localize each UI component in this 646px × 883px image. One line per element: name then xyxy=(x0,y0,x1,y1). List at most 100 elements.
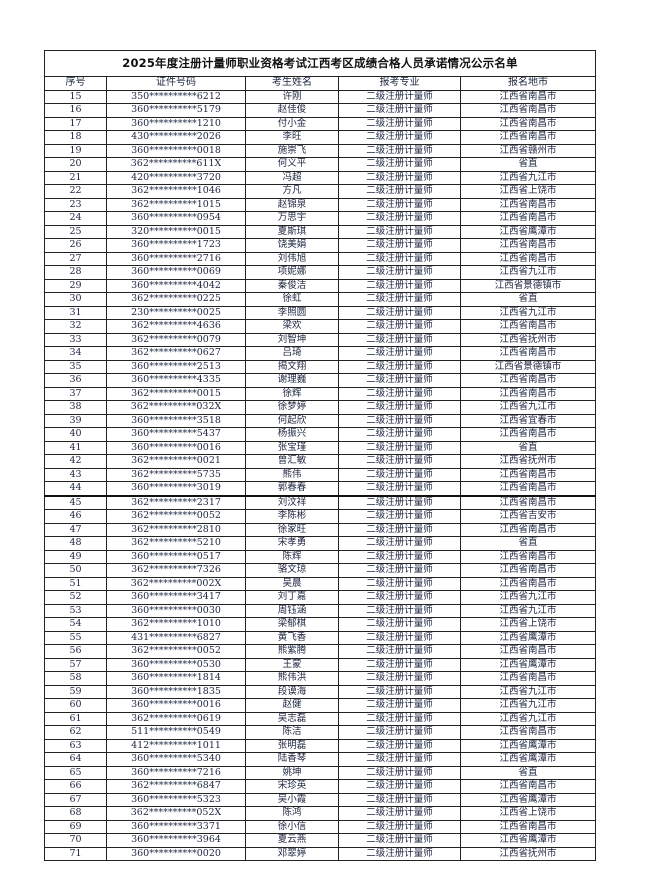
cell-id-number: 362**********0619 xyxy=(106,711,246,726)
cell-id-number: 360**********0954 xyxy=(106,211,246,226)
table-row: 38 362**********032X 徐梦婷 二级注册计量师 江西省九江市 xyxy=(44,400,597,415)
cell-city: 江西省南昌市 xyxy=(459,644,597,659)
cell-id-number: 360**********3417 xyxy=(106,590,246,605)
cell-name: 熊伟 xyxy=(245,467,339,482)
cell-major: 二级注册计量师 xyxy=(338,157,461,172)
cell-id-number: 360**********1835 xyxy=(106,684,246,699)
cell-index: 57 xyxy=(44,657,107,672)
cell-city: 江西省景德镇市 xyxy=(459,278,597,293)
cell-index: 44 xyxy=(44,481,107,497)
cell-id-number: 362**********5210 xyxy=(106,536,246,551)
cell-index: 30 xyxy=(44,292,107,307)
cell-id-number: 360**********1814 xyxy=(106,671,246,686)
cell-id-number: 362**********0015 xyxy=(106,386,246,401)
cell-name: 宋孝勇 xyxy=(245,536,339,551)
cell-index: 67 xyxy=(44,792,107,807)
cell-name: 揭文翔 xyxy=(245,359,339,374)
cell-name: 施崇飞 xyxy=(245,143,339,158)
table-row: 17 360**********1210 付小金 二级注册计量师 江西省南昌市 xyxy=(44,116,597,131)
cell-city: 省直 xyxy=(459,440,597,455)
cell-city: 江西省南昌市 xyxy=(459,495,597,510)
cell-major: 二级注册计量师 xyxy=(338,549,461,564)
cell-city: 省直 xyxy=(459,765,597,780)
cell-name: 吕琦 xyxy=(245,346,339,361)
table-row: 28 360**********0069 项妮娜 二级注册计量师 江西省九江市 xyxy=(44,265,597,280)
cell-index: 63 xyxy=(44,738,107,753)
cell-index: 34 xyxy=(44,346,107,361)
cell-index: 33 xyxy=(44,332,107,347)
cell-city: 江西省宜春市 xyxy=(459,413,597,428)
cell-name: 赵健 xyxy=(245,698,339,713)
cell-name: 付小金 xyxy=(245,116,339,131)
cell-major: 二级注册计量师 xyxy=(338,170,461,185)
cell-id-number: 362**********1015 xyxy=(106,197,246,212)
table-row: 40 360**********5437 杨振兴 二级注册计量师 江西省南昌市 xyxy=(44,427,597,442)
cell-major: 二级注册计量师 xyxy=(338,792,461,807)
cell-city: 江西省上饶市 xyxy=(459,806,597,821)
cell-id-number: 362**********4636 xyxy=(106,319,246,334)
cell-name: 徐家旺 xyxy=(245,522,339,537)
table-row: 39 360**********3518 何起欣 二级注册计量师 江西省宜春市 xyxy=(44,413,597,428)
cell-index: 55 xyxy=(44,630,107,645)
cell-id-number: 362**********0627 xyxy=(106,346,246,361)
cell-city: 江西省南昌市 xyxy=(459,251,597,266)
cell-major: 二级注册计量师 xyxy=(338,454,461,469)
cell-id-number: 412**********1011 xyxy=(106,738,246,753)
cell-index: 62 xyxy=(44,725,107,740)
table-row: 24 360**********0954 万思宇 二级注册计量师 江西省南昌市 xyxy=(44,211,597,226)
table-row: 27 360**********2716 刘伟旭 二级注册计量师 江西省南昌市 xyxy=(44,251,597,266)
cell-id-number: 360**********5323 xyxy=(106,792,246,807)
table-row: 54 362**********1010 梁郁棋 二级注册计量师 江西省上饶市 xyxy=(44,617,597,632)
cell-index: 43 xyxy=(44,467,107,482)
cell-name: 骆文琼 xyxy=(245,563,339,578)
cell-index: 19 xyxy=(44,143,107,158)
cell-name: 曾汇敏 xyxy=(245,454,339,469)
cell-id-number: 362**********2810 xyxy=(106,522,246,537)
cell-city: 省直 xyxy=(459,292,597,307)
table-row: 59 360**********1835 段谟海 二级注册计量师 江西省九江市 xyxy=(44,684,597,699)
cell-major: 二级注册计量师 xyxy=(338,752,461,767)
cell-id-number: 362**********1010 xyxy=(106,617,246,632)
cell-index: 52 xyxy=(44,590,107,605)
cell-id-number: 360**********3371 xyxy=(106,819,246,834)
cell-index: 42 xyxy=(44,454,107,469)
table-row: 51 362**********002X 吴晨 二级注册计量师 江西省南昌市 xyxy=(44,576,597,591)
cell-name: 杨振兴 xyxy=(245,427,339,442)
cell-city: 江西省南昌市 xyxy=(459,130,597,145)
table-row: 26 360**********1723 饶美娟 二级注册计量师 江西省南昌市 xyxy=(44,238,597,253)
cell-index: 24 xyxy=(44,211,107,226)
cell-city: 江西省鹰潭市 xyxy=(459,630,597,645)
cell-major: 二级注册计量师 xyxy=(338,373,461,388)
cell-index: 39 xyxy=(44,413,107,428)
cell-id-number: 511**********0549 xyxy=(106,725,246,740)
cell-id-number: 360**********0069 xyxy=(106,265,246,280)
cell-name: 陈辉 xyxy=(245,549,339,564)
cell-index: 69 xyxy=(44,819,107,834)
cell-index: 40 xyxy=(44,427,107,442)
cell-city: 江西省南昌市 xyxy=(459,238,597,253)
table-row: 19 360**********0018 施崇飞 二级注册计量师 江西省赣州市 xyxy=(44,143,597,158)
cell-id-number: 360**********5437 xyxy=(106,427,246,442)
cell-name: 梁欢 xyxy=(245,319,339,334)
cell-name: 何义平 xyxy=(245,157,339,172)
cell-city: 江西省九江市 xyxy=(459,711,597,726)
cell-id-number: 430**********2026 xyxy=(106,130,246,145)
table-row: 30 362**********0225 徐虹 二级注册计量师 省直 xyxy=(44,292,597,307)
cell-index: 54 xyxy=(44,617,107,632)
cell-name: 许刚 xyxy=(245,89,339,104)
table-row: 57 360**********0530 王蒙 二级注册计量师 江西省鹰潭市 xyxy=(44,657,597,672)
cell-name: 李陈彬 xyxy=(245,509,339,524)
cell-city: 江西省九江市 xyxy=(459,603,597,618)
cell-id-number: 360**********2513 xyxy=(106,359,246,374)
cell-city: 江西省南昌市 xyxy=(459,116,597,131)
cell-city: 江西省九江市 xyxy=(459,400,597,415)
cell-name: 段谟海 xyxy=(245,684,339,699)
cell-id-number: 360**********4042 xyxy=(106,278,246,293)
cell-id-number: 230**********0025 xyxy=(106,305,246,320)
table-row: 50 362**********7326 骆文琼 二级注册计量师 江西省南昌市 xyxy=(44,563,597,578)
cell-id-number: 360**********0030 xyxy=(106,603,246,618)
cell-major: 二级注册计量师 xyxy=(338,806,461,821)
cell-city: 江西省景德镇市 xyxy=(459,359,597,374)
cell-id-number: 362**********0052 xyxy=(106,644,246,659)
table-row: 43 362**********5735 熊伟 二级注册计量师 江西省南昌市 xyxy=(44,467,597,482)
